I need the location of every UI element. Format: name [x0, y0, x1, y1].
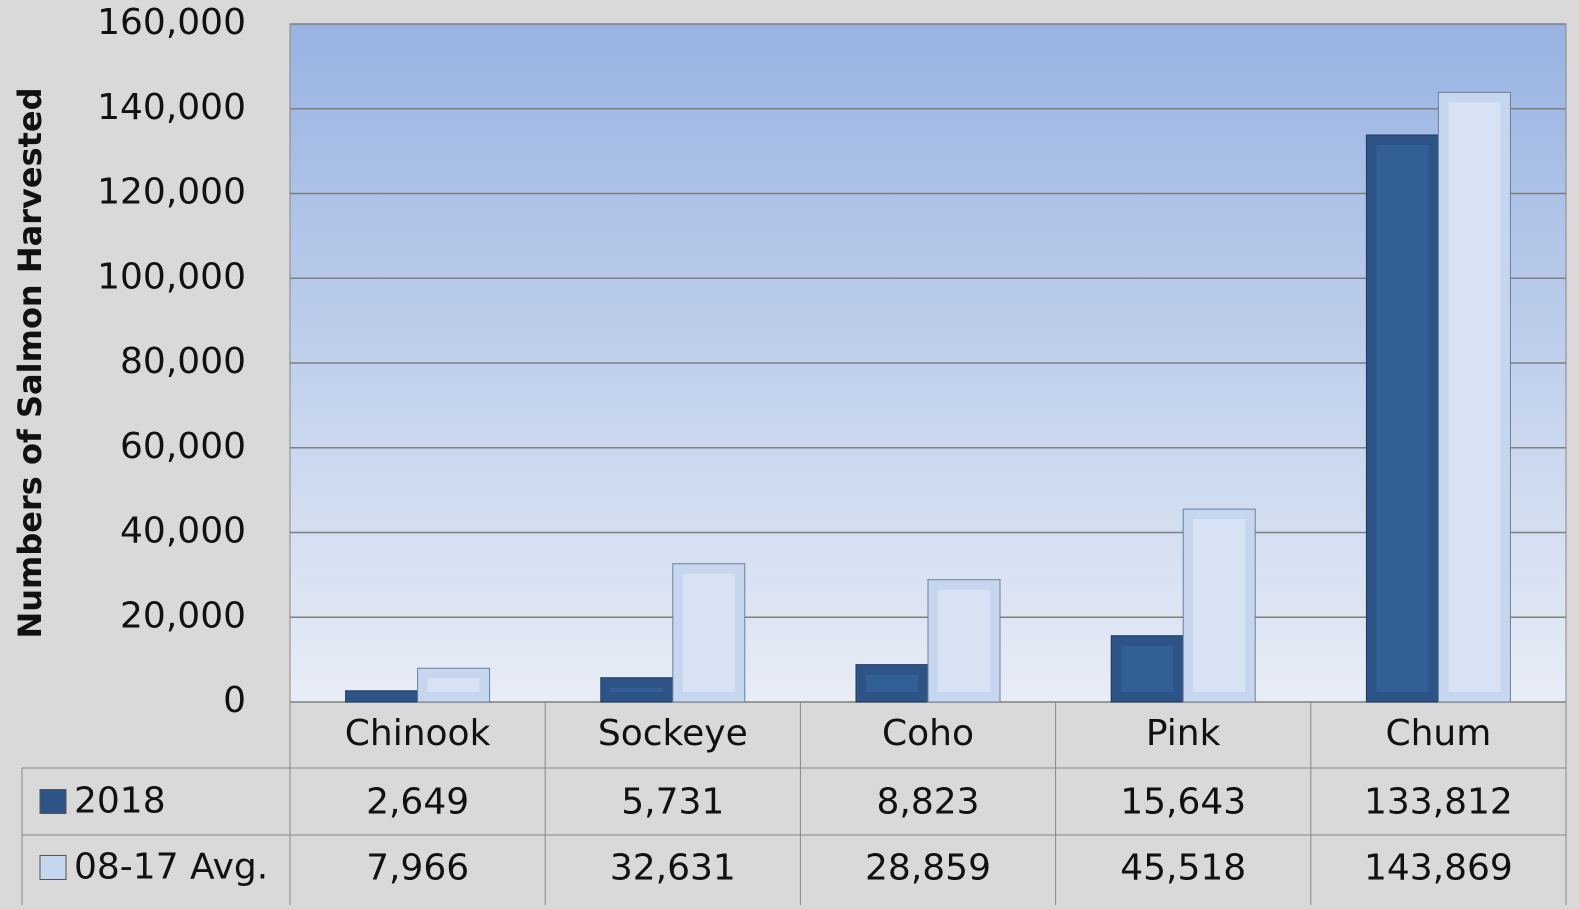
y-tick-label: 100,000 — [97, 256, 246, 297]
table-value: 5,731 — [621, 782, 724, 823]
table-value: 32,631 — [610, 848, 736, 889]
y-tick-label: 160,000 — [97, 2, 246, 43]
bar-bevel — [1376, 144, 1429, 692]
bar-bevel — [682, 573, 735, 692]
x-tick-label: Sockeye — [598, 713, 748, 754]
bar — [345, 690, 419, 703]
table-value: 7,966 — [366, 848, 469, 889]
bar-bevel — [1193, 519, 1246, 692]
x-tick-label: Pink — [1146, 713, 1221, 754]
table-value: 45,518 — [1120, 848, 1246, 889]
table-value: 8,823 — [876, 782, 979, 823]
legend-swatch — [39, 789, 67, 814]
table-value: 133,812 — [1364, 782, 1513, 823]
y-tick-label: 80,000 — [120, 341, 246, 382]
table-value: 2,649 — [366, 782, 469, 823]
table-value: 143,869 — [1364, 848, 1513, 889]
y-tick-label: 20,000 — [120, 595, 246, 636]
x-tick-label: Coho — [882, 713, 974, 754]
bar-bevel — [938, 589, 990, 692]
y-tick-label: 60,000 — [120, 426, 246, 467]
bar-bevel — [1448, 102, 1501, 693]
table-value: 15,643 — [1120, 782, 1246, 823]
bar-bevel — [866, 674, 918, 692]
legend-label: 2018 — [74, 781, 166, 822]
y-tick-label: 140,000 — [97, 87, 246, 128]
y-tick-label: 40,000 — [120, 511, 246, 552]
y-axis-title: Numbers of Salmon Harvested — [11, 87, 49, 638]
x-tick-label: Chinook — [345, 713, 491, 754]
y-tick-label: 120,000 — [97, 172, 246, 213]
y-tick-label: 0 — [223, 680, 246, 721]
table-value: 28,859 — [865, 848, 991, 889]
bar-bevel — [427, 678, 480, 692]
bar-bevel — [610, 687, 663, 692]
legend-label: 08-17 Avg. — [74, 847, 268, 888]
x-tick-label: Chum — [1385, 713, 1491, 754]
bar-bevel — [1121, 645, 1174, 692]
legend-swatch — [39, 855, 67, 880]
